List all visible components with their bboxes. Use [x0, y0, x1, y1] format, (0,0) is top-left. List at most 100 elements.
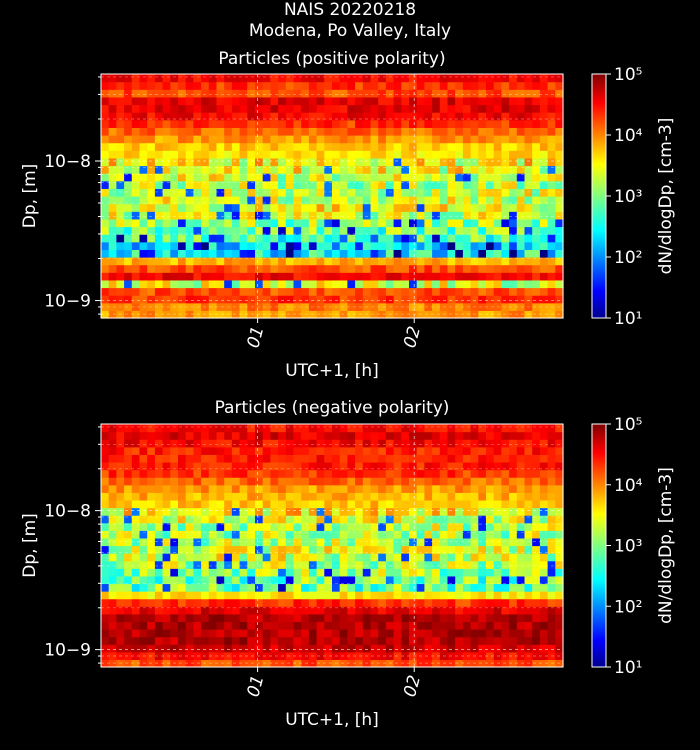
- heatmap-cell: [162, 96, 171, 106]
- heatmap-cell: [139, 165, 148, 174]
- heatmap-cell: [424, 150, 433, 159]
- heatmap-cell: [131, 530, 141, 539]
- heatmap-cell: [285, 81, 295, 90]
- heatmap-cell: [162, 591, 171, 600]
- heatmap-cell: [301, 119, 310, 128]
- heatmap-cell: [385, 545, 395, 554]
- heatmap-cell: [185, 188, 194, 197]
- heatmap-cell: [555, 636, 564, 645]
- heatmap-cell: [231, 545, 241, 554]
- heatmap-cell: [355, 249, 364, 258]
- heatmap-cell: [193, 537, 202, 547]
- heatmap-cell: [362, 96, 372, 106]
- heatmap-cell: [416, 135, 425, 144]
- heatmap-cell: [547, 211, 556, 220]
- heatmap-cell: [362, 575, 372, 585]
- heatmap-cell: [101, 234, 110, 243]
- heatmap-cell: [493, 287, 502, 296]
- heatmap-cell: [154, 142, 164, 151]
- heatmap-cell: [524, 424, 533, 433]
- heatmap-cell: [316, 515, 325, 524]
- heatmap-cell: [124, 310, 133, 319]
- heatmap-cell: [124, 606, 133, 615]
- heatmap-cell: [486, 522, 495, 531]
- heatmap-cell: [139, 507, 148, 516]
- heatmap-cell: [270, 477, 279, 486]
- heatmap-cell: [401, 492, 410, 501]
- heatmap-cell: [316, 173, 325, 182]
- heatmap-cell: [324, 272, 333, 281]
- heatmap-cell: [208, 249, 218, 258]
- heatmap-cell: [347, 492, 356, 501]
- heatmap-cell: [486, 127, 495, 136]
- heatmap-cell: [516, 507, 526, 516]
- heatmap-cell: [370, 591, 379, 600]
- heatmap-cell: [139, 568, 148, 577]
- heatmap-cell: [393, 553, 402, 562]
- heatmap-cell: [178, 180, 187, 189]
- heatmap-cell: [208, 454, 218, 463]
- heatmap-cell: [401, 515, 410, 524]
- heatmap-cell: [247, 302, 256, 311]
- heatmap-cell: [162, 165, 171, 174]
- heatmap-cell: [370, 135, 379, 144]
- heatmap-cell: [278, 560, 287, 569]
- heatmap-cell: [178, 241, 187, 250]
- heatmap-cell: [131, 203, 141, 212]
- heatmap-cell: [532, 613, 541, 623]
- heatmap-cell: [185, 575, 194, 585]
- heatmap-cell: [385, 591, 395, 600]
- heatmap-cell: [193, 454, 202, 463]
- heatmap-cell: [278, 272, 287, 281]
- heatmap-cell: [339, 104, 348, 113]
- heatmap-cell: [370, 439, 379, 448]
- heatmap-cell: [285, 203, 295, 212]
- heatmap-cell: [501, 188, 510, 197]
- heatmap-cell: [178, 287, 187, 296]
- heatmap-cell: [239, 157, 248, 167]
- heatmap-cell: [462, 469, 472, 478]
- heatmap-cell: [324, 461, 333, 471]
- heatmap-cell: [355, 89, 364, 98]
- heatmap-cell: [462, 127, 472, 136]
- heatmap-cell: [208, 439, 218, 448]
- heatmap-cell: [509, 135, 518, 144]
- heatmap-cell: [516, 492, 526, 501]
- heatmap-cell: [509, 560, 518, 569]
- heatmap-cell: [124, 431, 133, 440]
- heatmap-cell: [262, 431, 271, 440]
- heatmap-cell: [355, 203, 364, 212]
- heatmap-cell: [409, 613, 418, 623]
- heatmap-cell: [201, 439, 210, 448]
- heatmap-cell: [316, 530, 325, 539]
- heatmap-cell: [486, 469, 495, 478]
- heatmap-cell: [532, 454, 541, 463]
- heatmap-cell: [347, 431, 356, 440]
- heatmap-cell: [301, 157, 310, 167]
- heatmap-cell: [247, 553, 256, 562]
- heatmap-cell: [324, 264, 333, 273]
- heatmap-cell: [393, 180, 402, 189]
- heatmap-cell: [509, 157, 518, 167]
- heatmap-cell: [124, 507, 133, 516]
- heatmap-cell: [339, 249, 348, 258]
- heatmap-cell: [178, 81, 187, 90]
- heatmap-cell: [378, 568, 387, 577]
- heatmap-cell: [139, 591, 148, 600]
- heatmap-cell: [532, 469, 541, 478]
- heatmap-cell: [101, 196, 110, 205]
- heatmap-cell: [193, 499, 202, 509]
- heatmap-cell: [424, 606, 433, 615]
- heatmap-cell: [547, 150, 556, 159]
- heatmap-cell: [239, 74, 248, 83]
- heatmap-cell: [285, 537, 295, 547]
- heatmap-cell: [147, 96, 156, 106]
- heatmap-cell: [555, 104, 564, 113]
- heatmap-cell: [201, 499, 210, 509]
- heatmap-cell: [224, 499, 233, 509]
- heatmap-cell: [324, 203, 333, 212]
- heatmap-cell: [262, 127, 271, 136]
- heatmap-cell: [270, 89, 279, 98]
- heatmap-cell: [516, 196, 526, 205]
- heatmap-cell: [231, 302, 241, 311]
